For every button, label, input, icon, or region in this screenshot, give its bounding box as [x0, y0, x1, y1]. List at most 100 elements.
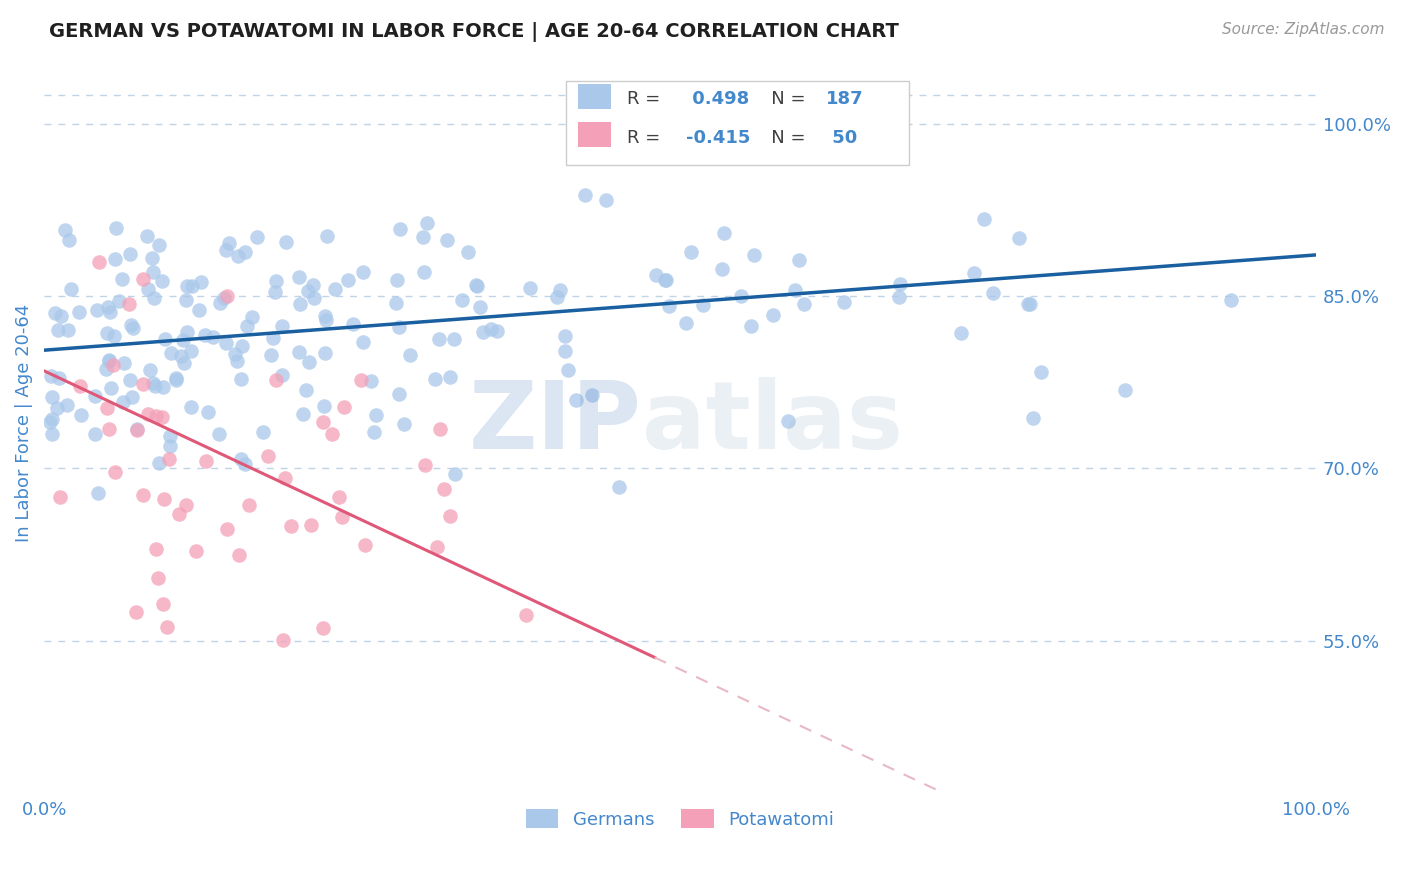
- Point: [96, 401, 118, 415]
- Point: [270, 319, 292, 334]
- Point: [280, 519, 302, 533]
- Point: [468, 300, 491, 314]
- Point: [889, 277, 911, 291]
- Point: [120, 247, 142, 261]
- Point: [439, 509, 461, 524]
- Point: [423, 372, 446, 386]
- Point: [413, 265, 436, 279]
- Point: [262, 331, 284, 345]
- Point: [86, 303, 108, 318]
- Point: [228, 548, 250, 562]
- Point: [215, 243, 238, 257]
- Point: [181, 279, 204, 293]
- Point: [238, 498, 260, 512]
- Point: [450, 293, 472, 308]
- Text: 187: 187: [827, 90, 863, 108]
- FancyBboxPatch shape: [565, 81, 910, 165]
- Text: -0.415: -0.415: [686, 129, 751, 147]
- Point: [226, 249, 249, 263]
- Point: [679, 245, 702, 260]
- Point: [321, 427, 343, 442]
- Point: [215, 335, 238, 350]
- Point: [97, 300, 120, 314]
- Point: [112, 395, 135, 409]
- Point: [159, 439, 181, 453]
- Point: [1114, 383, 1136, 397]
- Point: [1008, 231, 1031, 245]
- Point: [87, 255, 110, 269]
- Point: [217, 522, 239, 536]
- Point: [212, 291, 235, 305]
- Point: [312, 415, 335, 429]
- Point: [84, 389, 107, 403]
- Point: [233, 457, 256, 471]
- Point: [194, 327, 217, 342]
- Point: [46, 323, 69, 337]
- Text: R =: R =: [627, 90, 665, 108]
- Point: [136, 282, 159, 296]
- Point: [240, 310, 263, 324]
- Point: [180, 400, 202, 414]
- Point: [49, 310, 72, 324]
- Point: [45, 401, 67, 415]
- Point: [41, 412, 63, 426]
- Point: [224, 347, 246, 361]
- Point: [554, 343, 576, 358]
- Point: [607, 480, 630, 494]
- Point: [1019, 296, 1042, 310]
- Point: [645, 268, 668, 283]
- Point: [174, 498, 197, 512]
- Point: [44, 306, 66, 320]
- Point: [887, 290, 910, 304]
- Point: [297, 285, 319, 299]
- Point: [312, 621, 335, 635]
- Point: [132, 272, 155, 286]
- Point: [139, 363, 162, 377]
- Point: [433, 483, 456, 497]
- Point: [302, 291, 325, 305]
- Point: [740, 319, 762, 334]
- Point: [145, 541, 167, 556]
- Point: [471, 325, 494, 339]
- Point: [330, 510, 353, 524]
- Bar: [578, 122, 612, 147]
- Point: [217, 289, 239, 303]
- Point: [56, 323, 79, 337]
- Point: [291, 407, 314, 421]
- Point: [778, 413, 800, 427]
- Point: [413, 458, 436, 472]
- Point: [120, 318, 142, 332]
- Point: [180, 344, 202, 359]
- Point: [148, 238, 170, 252]
- Point: [125, 605, 148, 619]
- Point: [264, 285, 287, 299]
- Point: [96, 362, 118, 376]
- Point: [692, 298, 714, 312]
- Point: [141, 252, 163, 266]
- Point: [136, 407, 159, 421]
- Point: [479, 322, 502, 336]
- Text: 0.498: 0.498: [686, 90, 749, 108]
- Point: [100, 304, 122, 318]
- Point: [41, 391, 63, 405]
- Point: [112, 356, 135, 370]
- Point: [176, 279, 198, 293]
- Point: [142, 376, 165, 390]
- Point: [98, 422, 121, 436]
- Text: 50: 50: [827, 129, 858, 147]
- Point: [710, 262, 733, 277]
- Point: [58, 233, 80, 247]
- Point: [675, 316, 697, 330]
- Point: [783, 283, 806, 297]
- Point: [332, 401, 354, 415]
- Point: [186, 543, 208, 558]
- Point: [389, 221, 412, 235]
- Point: [316, 229, 339, 244]
- Point: [271, 368, 294, 382]
- Point: [256, 450, 278, 464]
- Point: [436, 233, 458, 247]
- Point: [713, 226, 735, 240]
- Point: [427, 332, 450, 346]
- Point: [49, 490, 72, 504]
- Y-axis label: In Labor Force | Age 20-64: In Labor Force | Age 20-64: [15, 303, 32, 541]
